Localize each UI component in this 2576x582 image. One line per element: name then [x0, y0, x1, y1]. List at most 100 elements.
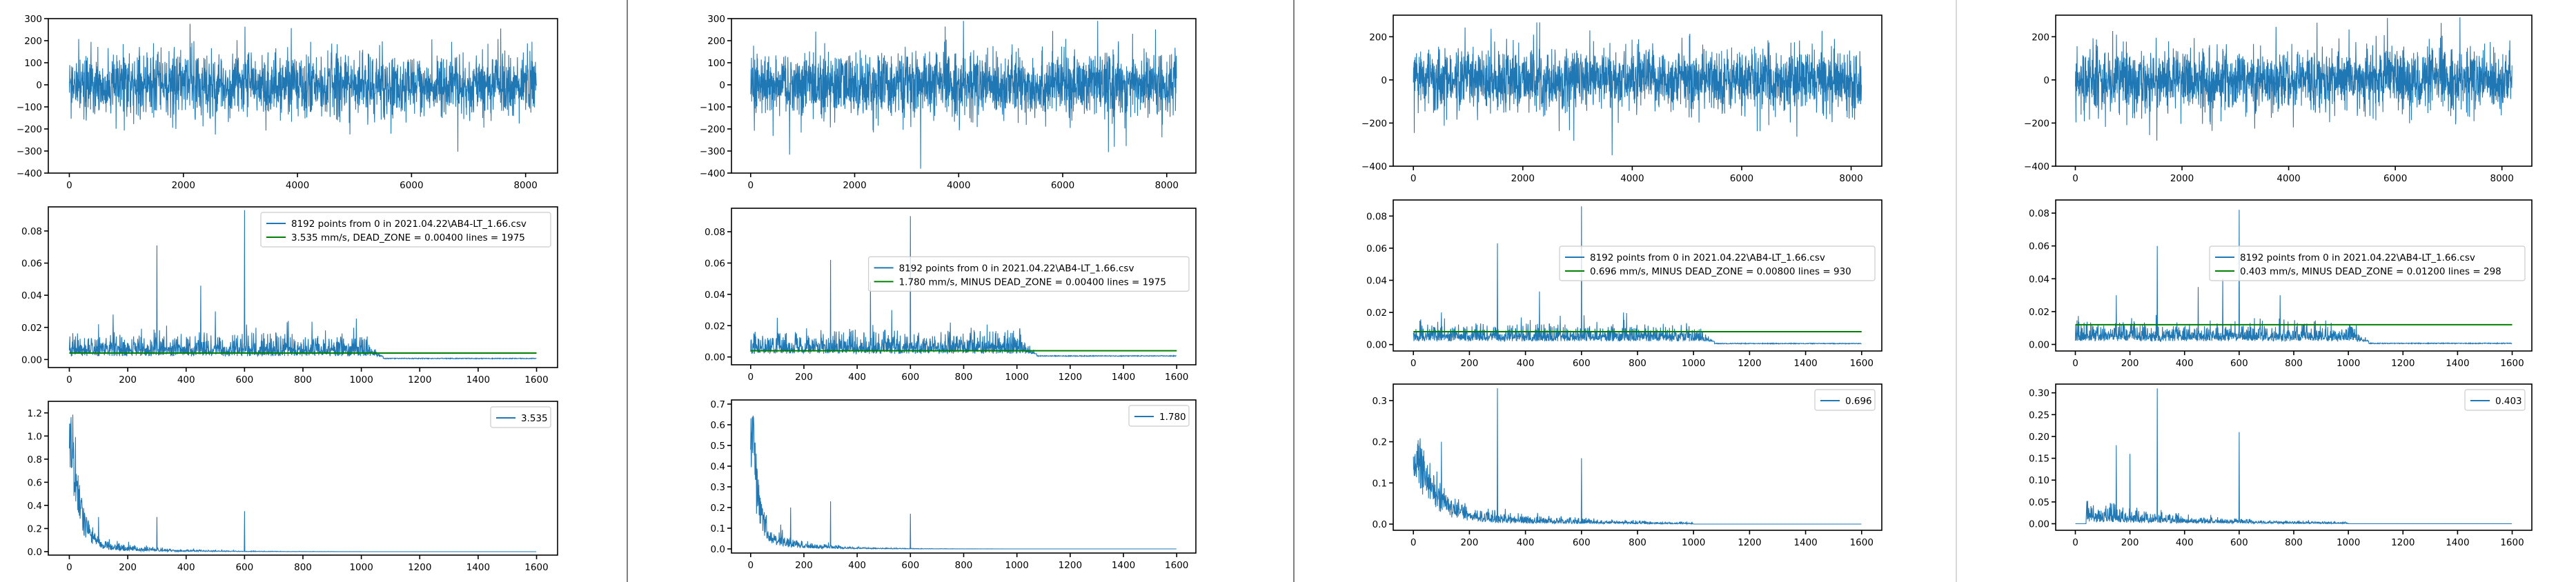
y-tick-label: 0.00 [705, 352, 725, 363]
panel-4-spectrum-chart: 0 200 400 600 800 1000 1200 1400 1600 0.00 0.02 0.0… [2029, 199, 2533, 369]
x-tick-label: 600 [2230, 358, 2248, 369]
x-tick-label: 200 [119, 562, 137, 573]
x-tick-label: 8000 [2490, 173, 2513, 184]
y-tick-label: 0 [2043, 75, 2049, 86]
x-tick-label: 1200 [1738, 358, 1761, 369]
y-tick-label: −400 [1361, 161, 1387, 172]
panel-1-decay-chart: 0 200 400 600 800 1000 1200 1400 1600 0.0 0.2 0.4 0.… [28, 401, 558, 573]
y-tick-label: 0 [36, 80, 42, 91]
legend: 8192 points from 0 in 2021.04.22\AB4-LT_… [868, 256, 1190, 292]
y-tick-label: 0.02 [2029, 307, 2049, 318]
panel-3-decay-chart: 0 200 400 600 800 1000 1200 1400 1600 0.0 0.1 0.2 0.… [1373, 383, 1882, 548]
axes-frame [48, 18, 558, 174]
x-tick-label: 600 [1573, 358, 1591, 369]
series-line [2074, 210, 2513, 345]
y-tick-label: 0.04 [2029, 274, 2049, 285]
x-tick-label: 800 [1629, 358, 1646, 369]
x-tick-label: 6000 [400, 180, 423, 191]
x-tick-label: 400 [177, 562, 195, 573]
x-tick-label: 200 [795, 372, 813, 383]
panel-1-time-signal-chart: 0 2000 4000 6000 8000 −400 −300 −200 −100 0 100 200… [17, 14, 558, 191]
x-tick-label: 0 [1410, 358, 1417, 369]
series-line [68, 414, 537, 553]
y-tick-label: 200 [1369, 32, 1387, 43]
y-tick-label: 0.04 [1366, 275, 1387, 286]
y-tick-label: 0.08 [21, 226, 42, 237]
x-tick-label: 800 [2285, 537, 2303, 548]
series-line [1413, 206, 1862, 345]
panel-3-time-signal-chart: 0 2000 4000 6000 8000 −400 −200 0 200 [1361, 14, 1882, 184]
y-tick-label: −400 [17, 168, 42, 179]
y-tick-label: 0.02 [705, 321, 725, 332]
x-tick-label: 1400 [1793, 537, 1817, 548]
y-tick-label: 0.15 [2029, 454, 2049, 465]
legend-box [1814, 389, 1876, 411]
x-tick-label: 0 [66, 180, 72, 191]
x-tick-label: 1400 [466, 562, 490, 573]
x-tick-label: 1000 [1005, 560, 1028, 571]
y-tick-label: 0.08 [2029, 208, 2049, 219]
legend-entry: 8192 points from 0 in 2021.04.22\AB4-LT_… [2240, 252, 2475, 263]
x-tick-label: 1000 [1682, 537, 1705, 548]
x-tick-label: 8000 [1155, 180, 1179, 191]
legend-box [260, 212, 551, 248]
x-tick-label: 800 [955, 372, 973, 383]
x-tick-label: 2000 [843, 180, 866, 191]
legend-box [1559, 245, 1876, 281]
x-tick-label: 400 [1517, 358, 1535, 369]
y-tick-label: 300 [707, 14, 725, 25]
legend-entry: 1.780 [1159, 412, 1186, 423]
x-tick-label: 200 [1461, 358, 1479, 369]
x-tick-label: 1200 [1738, 537, 1761, 548]
series-line [2074, 17, 2513, 141]
x-tick-label: 600 [1573, 537, 1591, 548]
plot-window-4 [1958, 0, 2576, 582]
panel-3-spectrum-chart: 0 200 400 600 800 1000 1200 1400 1600 0.00 0.02 0.0… [1366, 199, 1882, 369]
y-tick-label: −200 [1361, 118, 1387, 129]
legend: 3.535 [490, 406, 551, 428]
y-tick-label: 0.2 [28, 523, 42, 534]
legend-entry: 3.535 [521, 413, 548, 424]
x-tick-label: 1000 [1682, 358, 1705, 369]
y-tick-label: 200 [707, 36, 725, 47]
y-tick-label: 0.05 [2029, 497, 2049, 508]
series-line [1413, 22, 1862, 156]
x-tick-label: 1600 [1165, 372, 1188, 383]
panel-1-spectrum-chart: 0 200 400 600 800 1000 1200 1400 1600 0.00 0.02 0.0… [21, 206, 558, 385]
y-tick-label: 0.6 [28, 477, 42, 488]
x-tick-label: 1000 [349, 562, 373, 573]
x-tick-label: 600 [901, 372, 919, 383]
x-tick-label: 2000 [172, 180, 195, 191]
y-tick-label: 0.08 [1366, 211, 1387, 222]
panel-2-time-signal-chart: 0 2000 4000 6000 8000 −400 −300 −200 −100 0 100 200… [700, 14, 1197, 191]
legend-entry: 0.403 mm/s, MINUS DEAD_ZONE = 0.01200 li… [2240, 266, 2501, 277]
x-tick-label: 200 [2121, 537, 2139, 548]
x-tick-label: 2000 [1511, 173, 1535, 184]
x-tick-label: 200 [795, 560, 813, 571]
y-tick-label: −400 [700, 168, 725, 179]
legend-entry: 0.696 mm/s, MINUS DEAD_ZONE = 0.00800 li… [1590, 266, 1851, 277]
legend-entry: 8192 points from 0 in 2021.04.22\AB4-LT_… [291, 219, 527, 230]
x-tick-label: 1200 [408, 562, 431, 573]
axes-frame [731, 18, 1197, 174]
legend-entry: 3.535 mm/s, DEAD_ZONE = 0.00400 lines = … [291, 232, 525, 243]
y-tick-label: 0.00 [2029, 339, 2049, 350]
x-tick-label: 1200 [2391, 358, 2415, 369]
x-tick-label: 2000 [2170, 173, 2194, 184]
series-line [1413, 388, 1862, 525]
legend-entry: 0.696 [1845, 396, 1872, 407]
y-tick-label: 0.06 [2029, 241, 2049, 252]
axes-frame [2055, 383, 2533, 531]
y-tick-label: 1.0 [28, 431, 42, 442]
axes-frame [48, 401, 558, 556]
x-tick-label: 1600 [1165, 560, 1188, 571]
x-tick-label: 1400 [466, 374, 490, 385]
x-tick-label: 8000 [513, 180, 537, 191]
legend-entry: 1.780 mm/s, MINUS DEAD_ZONE = 0.00400 li… [899, 277, 1166, 288]
x-tick-label: 1400 [1112, 560, 1135, 571]
y-tick-label: 100 [24, 58, 42, 69]
y-tick-label: 0.3 [711, 482, 725, 493]
legend: 0.403 [2464, 389, 2526, 411]
y-tick-label: 0.08 [705, 227, 725, 238]
x-tick-label: 1400 [2446, 358, 2469, 369]
